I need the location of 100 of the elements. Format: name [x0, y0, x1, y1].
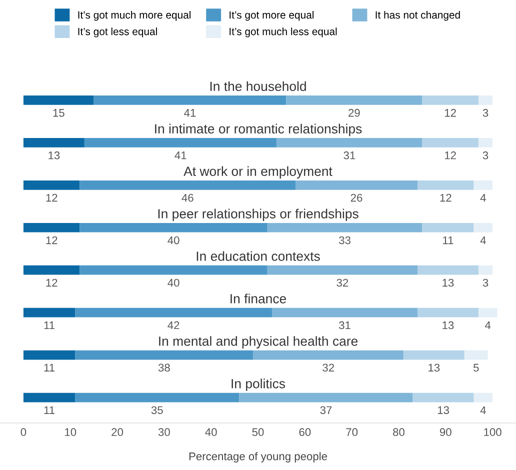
- x-axis-title: Percentage of young people: [189, 452, 328, 462]
- data-label: 4: [480, 406, 486, 414]
- bar: [412, 392, 474, 402]
- data-label: 32: [336, 278, 348, 287]
- legend-label: It’s got much less equal: [230, 28, 337, 38]
- bar: [464, 350, 488, 360]
- data-label: 15: [53, 109, 64, 117]
- y-tick-label: In education contexts: [196, 251, 320, 261]
- data-label: 38: [158, 364, 170, 372]
- x-tick-label: 70: [346, 428, 358, 436]
- y-tick-label: At work or in employment: [184, 166, 332, 179]
- data-label: 12: [444, 151, 456, 160]
- data-label: 11: [44, 364, 54, 372]
- bar: [84, 138, 277, 148]
- bar: [23, 138, 84, 148]
- x-tick-label: 30: [158, 428, 170, 436]
- bar: [23, 392, 76, 402]
- data-label: 11: [44, 321, 54, 330]
- bar: [75, 392, 240, 402]
- bar: [80, 222, 268, 232]
- data-label: 11: [44, 406, 54, 414]
- bar: [474, 222, 493, 232]
- data-label: 35: [151, 406, 163, 414]
- bar: [23, 180, 80, 190]
- legend-label: It’s got more equal: [230, 10, 314, 21]
- y-tick-label: In peer relationships or friendships: [158, 208, 358, 222]
- data-label: 40: [168, 236, 180, 244]
- bar: [474, 392, 493, 402]
- bar: [272, 308, 418, 318]
- data-label: 3: [482, 278, 488, 287]
- bar: [253, 350, 404, 360]
- data-label: 3: [482, 108, 488, 117]
- bar: [417, 308, 478, 318]
- data-label: 29: [348, 108, 360, 117]
- data-label: 4: [480, 194, 486, 202]
- bar: [286, 96, 422, 105]
- x-tick-label: 100: [484, 428, 502, 436]
- bar: [478, 308, 498, 318]
- y-tick-label: In mental and physical health care: [159, 336, 358, 348]
- bar: [267, 265, 418, 275]
- y-tick-label: In the household: [210, 81, 306, 92]
- y-tick-label: In politics: [232, 378, 286, 391]
- data-label: 12: [444, 108, 456, 117]
- x-tick-label: 50: [252, 428, 264, 436]
- data-label: 37: [320, 406, 332, 414]
- bar: [80, 265, 268, 275]
- data-label: 41: [184, 109, 196, 117]
- data-label: 32: [322, 364, 334, 372]
- data-label: 42: [168, 321, 180, 330]
- data-label: 13: [442, 278, 454, 287]
- data-label: 46: [182, 194, 194, 202]
- bar: [417, 180, 474, 190]
- data-label: 12: [46, 194, 58, 202]
- bar: [478, 96, 493, 105]
- bar: [23, 308, 76, 318]
- legend-label: It’s got less equal: [78, 28, 157, 38]
- bar: [239, 392, 413, 402]
- bar: [23, 350, 76, 360]
- bar: [267, 222, 422, 232]
- bar: [276, 138, 422, 148]
- bar: [23, 96, 94, 105]
- data-label: 40: [168, 278, 180, 287]
- data-label: 13: [442, 321, 454, 330]
- bar: [94, 96, 286, 105]
- bar: [80, 180, 296, 190]
- data-label: 13: [428, 364, 440, 372]
- data-label: 4: [485, 321, 491, 330]
- data-label: 3: [482, 151, 488, 160]
- bar: [417, 265, 478, 275]
- legend-label: It’s got much more equal: [78, 10, 190, 21]
- data-label: 12: [46, 236, 58, 244]
- bar: [474, 180, 493, 190]
- x-tick-label: 90: [440, 428, 452, 436]
- x-tick-label: 80: [393, 428, 404, 436]
- data-label: 4: [480, 236, 486, 244]
- data-label: 31: [339, 321, 350, 330]
- bar: [403, 350, 464, 360]
- bar: [75, 350, 254, 360]
- data-label: 5: [473, 364, 479, 372]
- data-label: 31: [344, 151, 356, 160]
- bar: [23, 265, 80, 275]
- bar: [75, 308, 272, 318]
- x-tick-label: 60: [299, 428, 311, 436]
- data-label: 13: [438, 406, 449, 414]
- data-label: 41: [174, 152, 186, 160]
- bar: [478, 265, 493, 275]
- data-label: 13: [48, 151, 60, 160]
- bar: [422, 138, 478, 148]
- legend-label: It has not changed: [376, 10, 460, 21]
- data-label: 12: [46, 278, 58, 287]
- x-tick-label: 20: [112, 428, 124, 436]
- data-label: 11: [443, 236, 454, 244]
- data-label: 26: [350, 194, 362, 202]
- data-label: 33: [339, 236, 350, 244]
- bar: [478, 138, 493, 148]
- bar: [23, 222, 80, 232]
- bar: [422, 96, 478, 105]
- bar: [422, 222, 474, 232]
- bar: [296, 180, 418, 190]
- y-tick-label: In intimate or romantic relationships: [155, 124, 362, 136]
